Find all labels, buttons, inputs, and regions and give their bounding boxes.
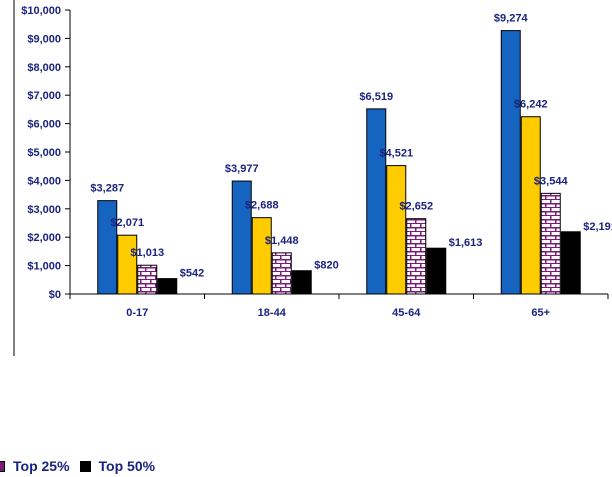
y-tick-label: $2,000 bbox=[27, 232, 61, 244]
legend: Top 25% Top 50% bbox=[0, 457, 165, 475]
bar-value-label: $1,013 bbox=[130, 247, 164, 259]
bar bbox=[137, 264, 158, 295]
bar-value-label: $6,242 bbox=[514, 99, 548, 111]
y-tick-label: $10,000 bbox=[21, 5, 61, 17]
bar-value-label: $2,191 bbox=[583, 221, 612, 233]
black-square-swatch-icon bbox=[79, 460, 91, 472]
bar-value-label: $1,448 bbox=[265, 235, 299, 247]
y-axis: $0 $1,000 $2,000 $3,000 $4,000 $5,000 $6,000 $7… bbox=[21, 5, 71, 301]
x-category-label: 65+ bbox=[531, 307, 550, 319]
bar bbox=[500, 30, 521, 295]
y-tick-label: $5,000 bbox=[27, 147, 61, 159]
bar bbox=[520, 116, 541, 295]
x-category-label: 18-44 bbox=[258, 307, 287, 319]
y-tick-label: $0 bbox=[49, 289, 61, 301]
bar-value-label: $1,613 bbox=[449, 237, 483, 249]
bar-value-label: $2,652 bbox=[399, 201, 433, 213]
legend-item-top-25: Top 25% bbox=[0, 458, 70, 474]
y-tick-label: $7,000 bbox=[27, 90, 61, 102]
bar-value-label: $6,519 bbox=[359, 91, 393, 103]
y-tick-label: $4,000 bbox=[27, 175, 61, 187]
y-tick-label: $3,000 bbox=[27, 204, 61, 216]
bar-value-label: $2,071 bbox=[110, 217, 144, 229]
bar bbox=[117, 234, 138, 295]
bars: $3,287 $2,071 $1,013 $542 $3,977 $2,688 $1,448… bbox=[90, 13, 612, 295]
bar-value-label: $4,521 bbox=[379, 148, 413, 160]
legend-label-top-25: Top 25% bbox=[13, 458, 70, 474]
y-tick-label: $9,000 bbox=[27, 33, 61, 45]
x-category-label: 0-17 bbox=[126, 307, 148, 319]
bar bbox=[366, 108, 387, 295]
bar-value-label: $542 bbox=[180, 268, 204, 280]
bar bbox=[386, 165, 407, 295]
bar bbox=[560, 231, 581, 295]
bar bbox=[251, 217, 272, 295]
bar-value-label: $820 bbox=[314, 260, 338, 272]
bar-value-label: $2,688 bbox=[245, 200, 279, 212]
bar-value-label: $9,274 bbox=[494, 13, 529, 25]
bar bbox=[271, 252, 292, 295]
bar bbox=[426, 247, 447, 295]
bar bbox=[231, 180, 252, 295]
legend-label-top-50: Top 50% bbox=[98, 458, 156, 474]
y-tick-label: $6,000 bbox=[27, 119, 61, 131]
y-tick-label: $8,000 bbox=[27, 62, 61, 74]
bar bbox=[406, 218, 427, 295]
bar bbox=[157, 278, 178, 295]
x-category-label: 45-64 bbox=[392, 307, 421, 319]
bar-value-label: $3,977 bbox=[225, 163, 259, 175]
legend-item-top-50: Top 50% bbox=[79, 458, 156, 474]
bar bbox=[97, 200, 118, 295]
bar-value-label: $3,287 bbox=[90, 183, 124, 195]
bar bbox=[540, 192, 561, 295]
x-axis: 0-17 18-44 45-64 65+ bbox=[69, 293, 609, 319]
bar-chart: $0 $1,000 $2,000 $3,000 $4,000 $5,000 $6,000 $7… bbox=[13, 0, 612, 356]
bar-value-label: $3,544 bbox=[534, 175, 569, 187]
y-tick-label: $1,000 bbox=[27, 261, 61, 273]
bar bbox=[291, 270, 312, 295]
brick-pattern-swatch-icon bbox=[0, 460, 5, 472]
